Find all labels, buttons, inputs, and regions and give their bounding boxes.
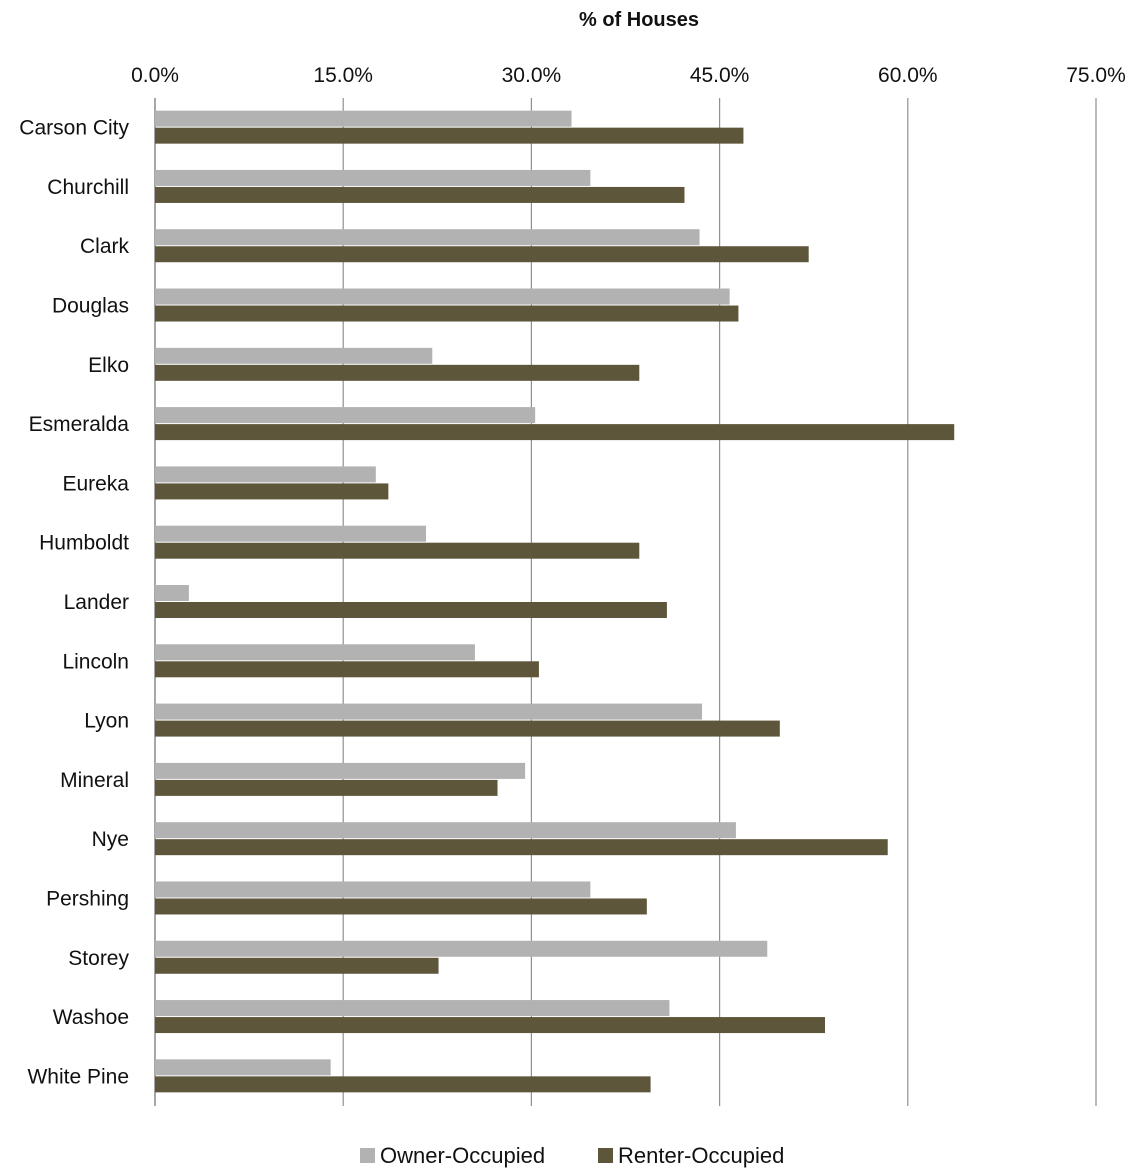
bar-owner-occupied-lincoln (155, 644, 475, 661)
category-label-lander: Lander (64, 591, 129, 614)
bar-renter-occupied-pershing (155, 898, 647, 915)
bar-owner-occupied-elko (155, 347, 433, 364)
bar-renter-occupied-douglas (155, 305, 739, 322)
x-tick-label: 45.0% (690, 64, 750, 87)
bar-owner-occupied-pershing (155, 881, 591, 898)
bar-owner-occupied-storey (155, 940, 768, 957)
bar-renter-occupied-lander (155, 602, 667, 618)
x-tick-label: 30.0% (502, 64, 562, 87)
category-label-nye: Nye (92, 828, 129, 851)
bar-owner-occupied-churchill (155, 169, 591, 186)
bar-renter-occupied-elko (155, 364, 640, 381)
bar-owner-occupied-washoe (155, 1000, 670, 1017)
bar-renter-occupied-eureka (155, 483, 389, 500)
bar-owner-occupied-humboldt (155, 525, 427, 542)
category-label-churchill: Churchill (47, 176, 129, 199)
bar-owner-occupied-douglas (155, 288, 730, 305)
bar-renter-occupied-lyon (155, 720, 780, 737)
x-tick-label: 15.0% (313, 64, 373, 87)
category-label-humboldt: Humboldt (39, 532, 129, 555)
bar-renter-occupied-white-pine (155, 1076, 651, 1093)
category-label-storey: Storey (68, 947, 129, 970)
bar-owner-occupied-white-pine (155, 1059, 331, 1076)
legend: Owner-Occupied Renter-Occupied (360, 1143, 784, 1168)
legend-swatch-renter-occupied (598, 1148, 613, 1163)
bar-owner-occupied-mineral (155, 762, 526, 779)
bar-owner-occupied-esmeralda (155, 407, 536, 424)
category-label-white-pine: White Pine (27, 1065, 129, 1088)
bar-renter-occupied-clark (155, 246, 809, 263)
bar-renter-occupied-esmeralda (155, 424, 955, 441)
category-label-douglas: Douglas (52, 295, 129, 318)
category-label-pershing: Pershing (46, 887, 129, 910)
legend-label-owner-occupied: Owner-Occupied (380, 1143, 545, 1168)
legend-swatch-owner-occupied (360, 1148, 375, 1163)
bars (155, 110, 955, 1093)
category-label-esmeralda: Esmeralda (29, 413, 130, 436)
x-axis-title: % of Houses (579, 9, 699, 31)
category-label-eureka: Eureka (62, 472, 129, 495)
bar-owner-occupied-lyon (155, 703, 703, 720)
category-label-washoe: Washoe (53, 1006, 129, 1029)
bar-renter-occupied-lincoln (155, 661, 539, 678)
x-tick-label: 0.0% (131, 64, 179, 87)
bar-renter-occupied-churchill (155, 186, 685, 203)
category-label-carson-city: Carson City (19, 117, 129, 140)
x-tick-label: 60.0% (878, 64, 938, 87)
bar-renter-occupied-storey (155, 957, 439, 974)
bar-renter-occupied-carson-city (155, 127, 744, 144)
bar-renter-occupied-humboldt (155, 542, 640, 559)
category-label-lincoln: Lincoln (62, 650, 129, 673)
x-tick-labels: 0.0% 15.0% 30.0% 45.0% 60.0% 75.0% (131, 64, 1126, 87)
category-labels: Carson City Churchill Clark Douglas Elko Esme… (19, 117, 129, 1089)
bar-owner-occupied-nye (155, 822, 736, 839)
x-tick-label: 75.0% (1066, 64, 1126, 87)
bar-renter-occupied-nye (155, 839, 888, 856)
category-label-elko: Elko (88, 354, 129, 377)
category-label-lyon: Lyon (84, 710, 129, 733)
bar-renter-occupied-mineral (155, 779, 498, 796)
bar-owner-occupied-carson-city (155, 110, 572, 127)
bar-owner-occupied-lander (155, 585, 189, 601)
bar-owner-occupied-eureka (155, 466, 376, 483)
legend-label-renter-occupied: Renter-Occupied (618, 1143, 784, 1168)
bar-owner-occupied-clark (155, 229, 700, 246)
category-label-mineral: Mineral (60, 769, 129, 792)
category-label-clark: Clark (80, 235, 130, 258)
bar-renter-occupied-washoe (155, 1017, 825, 1034)
